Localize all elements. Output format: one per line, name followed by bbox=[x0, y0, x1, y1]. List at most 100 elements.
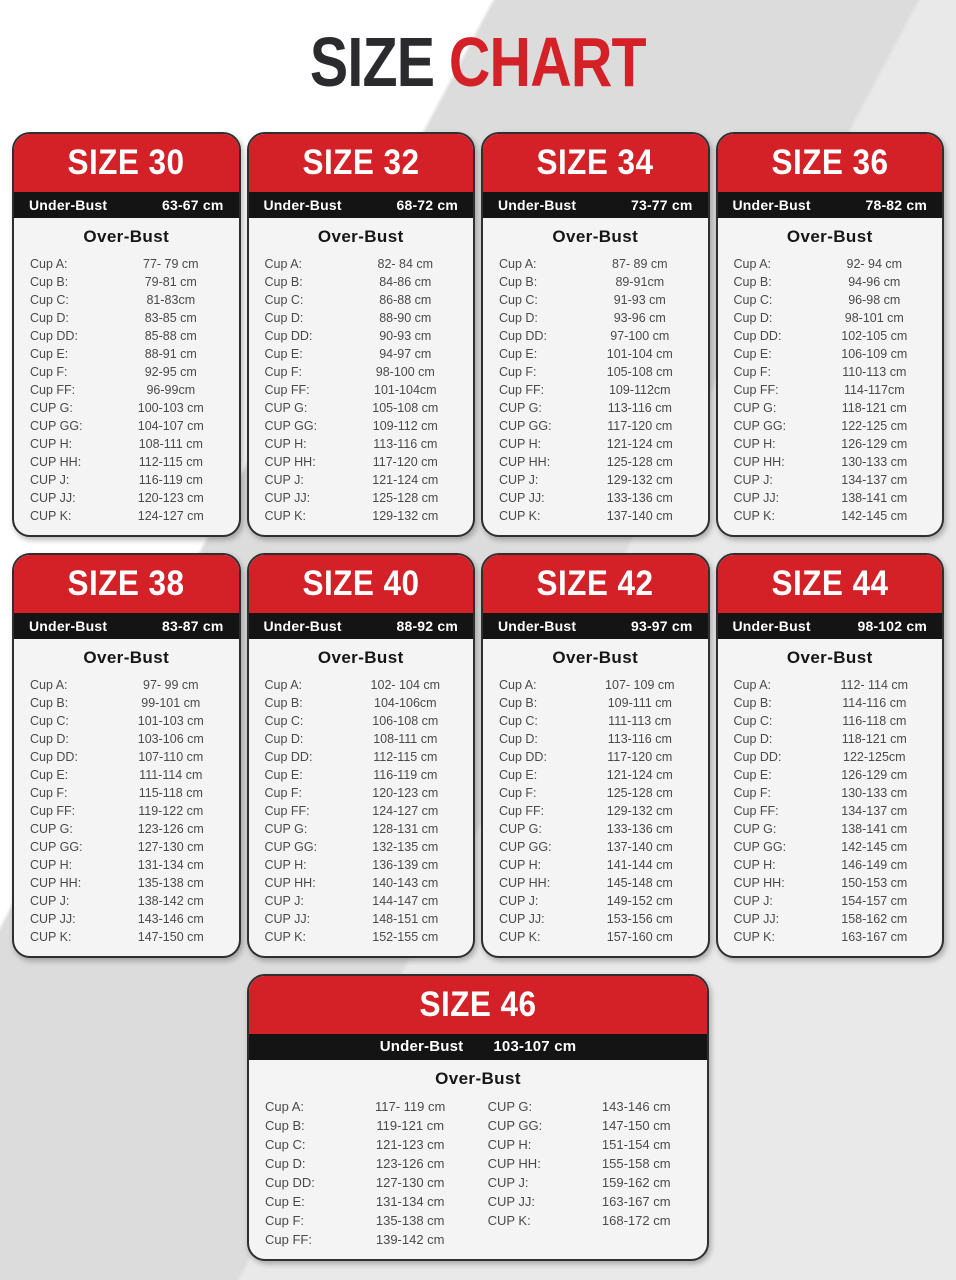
cup-size-label: CUP H: bbox=[499, 436, 542, 451]
cup-size-label: CUP K: bbox=[733, 508, 775, 523]
cup-size-label: Cup F: bbox=[30, 364, 68, 379]
cup-size-label: Cup F: bbox=[733, 785, 772, 800]
cup-row: Cup F: 92-95 cm bbox=[25, 363, 228, 381]
cup-measurement-value: 94-96 cm bbox=[848, 274, 901, 289]
cup-row: Cup C: 111-113 cm bbox=[494, 712, 697, 730]
cup-measurement-value: 88-91 cm bbox=[144, 346, 197, 361]
cup-measurement-value: 133-136 cm bbox=[606, 821, 673, 836]
cup-row: Cup B: 94-96 cm bbox=[729, 273, 932, 291]
cup-row: Cup B: 89-91cm bbox=[494, 273, 697, 291]
underbust-label: Under-Bust bbox=[379, 1038, 464, 1056]
cup-measurement-value: 82- 84 cm bbox=[377, 256, 434, 271]
cup-row: Cup F: 130-133 cm bbox=[729, 784, 932, 802]
cup-row: CUP JJ: 163-167 cm bbox=[483, 1192, 696, 1211]
cup-size-label: CUP G: bbox=[30, 400, 73, 415]
cup-row: Cup D: 123-126 cm bbox=[260, 1154, 469, 1173]
cup-measurement-value: 122-125cm bbox=[843, 749, 906, 764]
cup-measurement-value: 132-135 cm bbox=[372, 839, 439, 854]
size-title: SIZE 36 bbox=[771, 142, 889, 182]
cup-measurement-value: 138-141 cm bbox=[841, 821, 908, 836]
cup-size-label: CUP GG: bbox=[733, 418, 787, 433]
cup-measurement-value: 101-103 cm bbox=[137, 713, 204, 728]
title-word-chart: CHART bbox=[449, 23, 647, 101]
cup-row: Cup B: 109-111 cm bbox=[494, 694, 697, 712]
cup-row: Cup FF: 129-132 cm bbox=[494, 802, 697, 820]
cup-measurement-value: 97-100 cm bbox=[610, 328, 670, 343]
cup-measurement-value: 94-97 cm bbox=[379, 346, 432, 361]
cup-measurement-value: 154-157 cm bbox=[841, 893, 908, 908]
cup-size-label: Cup DD: bbox=[264, 749, 313, 764]
cup-measurement-value: 121-123 cm bbox=[375, 1136, 445, 1152]
cup-row: CUP JJ: 120-123 cm bbox=[25, 489, 228, 507]
size-card-44-body: Over-Bust Cup A: 112- 114 cm Cup B: 114-116… bbox=[718, 639, 943, 956]
cup-measurement-value: 115-118 cm bbox=[138, 785, 203, 800]
size-title: SIZE 38 bbox=[67, 563, 185, 603]
underbust-bar: Under-Bust 78-82 cm bbox=[717, 191, 942, 218]
cup-measurement-value: 146-149 cm bbox=[841, 857, 908, 872]
cup-row: Cup E: 116-119 cm bbox=[260, 766, 463, 784]
cup-size-label: CUP H: bbox=[499, 857, 542, 872]
cup-measurement-value: 121-124 cm bbox=[606, 767, 673, 782]
cup-size-label: Cup E: bbox=[264, 346, 303, 361]
size-card-40-header: SIZE 40 bbox=[248, 554, 473, 613]
cup-measurement-value: 89-91cm bbox=[615, 274, 665, 289]
cup-size-label: Cup D: bbox=[30, 731, 69, 746]
overbust-heading: Over-Bust bbox=[83, 226, 170, 246]
cup-row: Cup C: 121-123 cm bbox=[260, 1135, 469, 1154]
cup-measurement-value: 136-139 cm bbox=[372, 857, 439, 872]
cup-row: Cup F: 120-123 cm bbox=[260, 784, 463, 802]
cup-row: Cup DD: 90-93 cm bbox=[260, 327, 463, 345]
cup-row: Cup FF: 124-127 cm bbox=[260, 802, 463, 820]
underbust-value: 103-107 cm bbox=[493, 1038, 577, 1056]
cup-row: Cup DD: 122-125cm bbox=[729, 748, 932, 766]
cup-size-label: CUP J: bbox=[499, 472, 539, 487]
cup-size-label: CUP G: bbox=[30, 821, 73, 836]
cup-row: Cup E: 121-124 cm bbox=[494, 766, 697, 784]
underbust-label: Under-Bust bbox=[263, 196, 342, 213]
underbust-label: Under-Bust bbox=[29, 196, 108, 213]
cup-measurement-value: 148-151 cm bbox=[372, 911, 439, 926]
cup-row: CUP G: 128-131 cm bbox=[260, 820, 463, 838]
cup-row: Cup FF: 101-104cm bbox=[260, 381, 463, 399]
cup-row: Cup A: 102- 104 cm bbox=[260, 676, 463, 694]
cup-size-label: Cup A: bbox=[733, 256, 772, 271]
cup-measurement-value: 81-83cm bbox=[146, 292, 196, 307]
cup-size-label: CUP K: bbox=[30, 929, 72, 944]
cup-row: Cup E: 94-97 cm bbox=[260, 345, 463, 363]
cup-size-label: CUP J: bbox=[733, 472, 773, 487]
cup-row: Cup F: 98-100 cm bbox=[260, 363, 463, 381]
cup-rows: Cup A: 97- 99 cm Cup B: 99-101 cm Cup C: 101-… bbox=[25, 676, 228, 946]
page-title: SIZE CHART bbox=[0, 0, 956, 132]
cup-size-label: CUP K: bbox=[499, 508, 541, 523]
cup-size-label: Cup E: bbox=[264, 767, 303, 782]
cup-rows: Cup A: 107- 109 cm Cup B: 109-111 cm Cup C: 1… bbox=[494, 676, 697, 946]
overbust-heading: Over-Bust bbox=[435, 1068, 521, 1088]
size-title: SIZE 30 bbox=[67, 142, 185, 182]
cup-measurement-value: 79-81 cm bbox=[144, 274, 197, 289]
size-card-44-header: SIZE 44 bbox=[717, 554, 942, 613]
cup-size-label: Cup F: bbox=[499, 785, 537, 800]
cup-measurement-value: 104-106cm bbox=[374, 695, 437, 710]
cup-measurement-value: 107-110 cm bbox=[138, 749, 204, 764]
cup-measurement-value: 121-124 cm bbox=[606, 436, 673, 451]
cup-size-label: CUP JJ: bbox=[733, 911, 780, 926]
cup-measurement-value: 123-126 cm bbox=[375, 1155, 445, 1171]
cup-size-label: Cup DD: bbox=[30, 749, 78, 764]
cup-measurement-value: 139-142 cm bbox=[375, 1231, 445, 1247]
cup-measurement-value: 119-122 cm bbox=[138, 803, 204, 818]
underbust-label: Under-Bust bbox=[263, 617, 342, 634]
cup-size-label: CUP GG: bbox=[30, 839, 83, 854]
cup-measurement-value: 155-158 cm bbox=[601, 1155, 671, 1171]
size-title: SIZE 40 bbox=[302, 563, 420, 603]
cup-size-label: CUP GG: bbox=[30, 418, 83, 433]
cup-row: CUP G: 138-141 cm bbox=[729, 820, 932, 838]
cup-size-label: Cup D: bbox=[265, 1155, 306, 1171]
size-card-30-body: Over-Bust Cup A: 77- 79 cm Cup B: 79-81 cm C… bbox=[14, 218, 239, 535]
cup-row: CUP HH: 155-158 cm bbox=[483, 1154, 696, 1173]
cup-measurement-value: 131-134 cm bbox=[375, 1193, 445, 1209]
cup-size-label: CUP H: bbox=[733, 857, 776, 872]
cup-size-label: Cup D: bbox=[264, 310, 304, 325]
cup-measurement-value: 103-106 cm bbox=[137, 731, 204, 746]
cup-row: Cup A: 87- 89 cm bbox=[494, 255, 697, 273]
cup-size-label: CUP G: bbox=[487, 1098, 533, 1114]
